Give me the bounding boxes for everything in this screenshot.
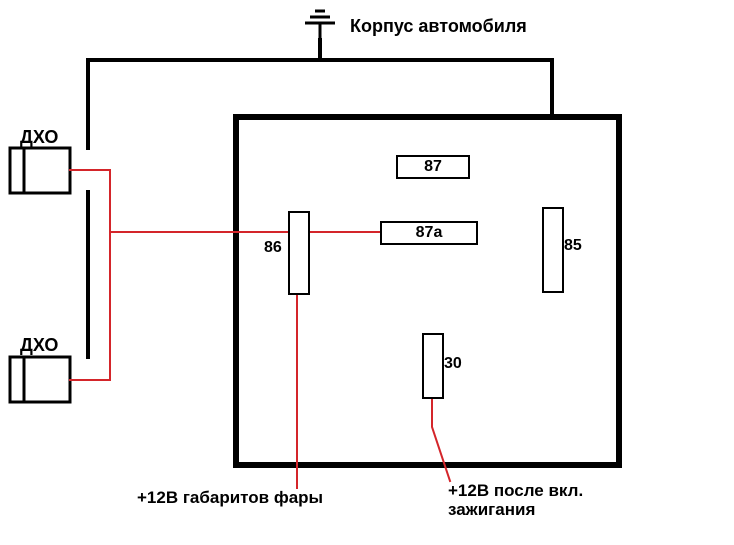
drl-connector-2: [10, 357, 70, 402]
wires-black-2: [320, 60, 552, 117]
pin-label-87a: 87a: [416, 224, 443, 242]
pin-label-30: 30: [444, 355, 462, 373]
pin-label-86: 86: [264, 239, 282, 257]
label-bottom-left: +12В габаритов фары: [137, 488, 323, 508]
label-ground: Корпус автомобиля: [350, 16, 527, 37]
pin-87: 87: [396, 155, 470, 179]
drl-connector-1: [10, 148, 70, 193]
pin-30: [422, 333, 444, 399]
pin-86: [288, 211, 310, 295]
label-drl-2: ДХО: [20, 335, 58, 356]
wiring-svg: [0, 0, 734, 545]
diagram-canvas: 87 87a 86 85 30 Корпус автомобиля ДХО ДХО +1…: [0, 0, 734, 545]
pin-label-85: 85: [564, 237, 582, 255]
wires-red-3: [432, 395, 450, 481]
pin-label-87: 87: [424, 158, 442, 176]
pin-87a: 87a: [380, 221, 478, 245]
wires-black-0: [88, 40, 320, 148]
label-drl-1: ДХО: [20, 127, 58, 148]
ground-symbol: [305, 11, 335, 40]
pin-85: [542, 207, 564, 293]
label-bottom-right-2: зажигания: [448, 500, 535, 520]
label-bottom-right: +12В после вкл.: [448, 481, 583, 501]
